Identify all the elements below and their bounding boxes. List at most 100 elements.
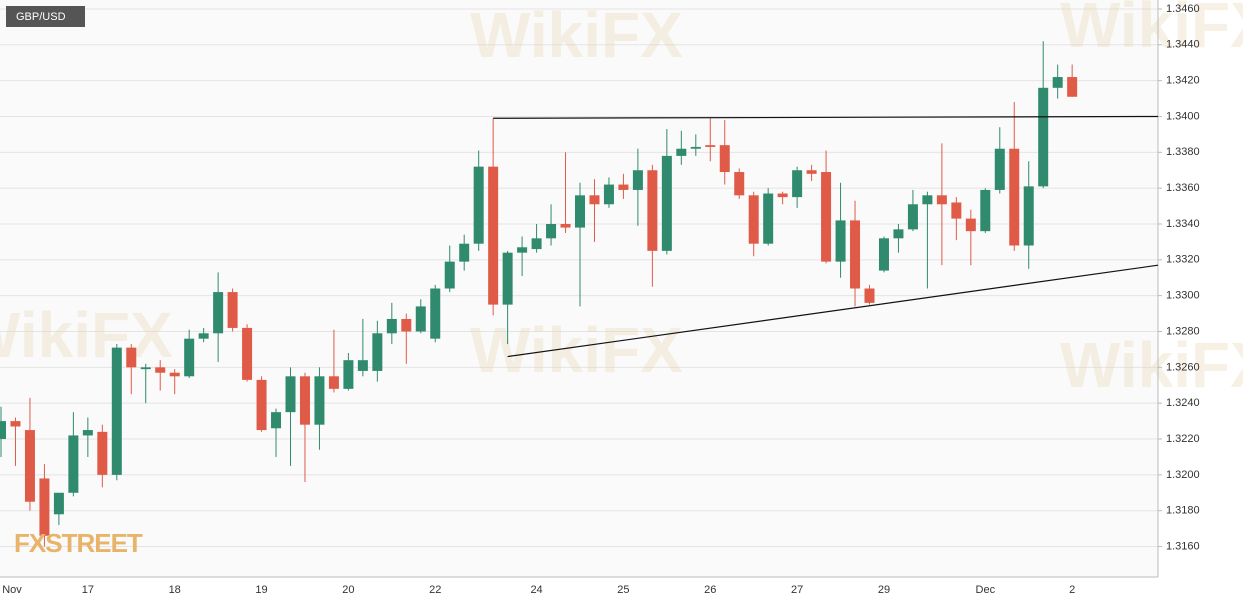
candle-body — [444, 261, 455, 289]
candle-body — [632, 170, 643, 190]
candle-body — [777, 193, 788, 198]
candle-body — [285, 376, 296, 413]
candle-body — [1067, 77, 1078, 97]
candle-body — [546, 223, 557, 239]
candle-body — [850, 220, 861, 289]
candle-body — [1023, 186, 1034, 246]
candle-body — [806, 170, 817, 174]
candle-body — [488, 166, 499, 305]
candle-body — [821, 172, 832, 262]
candle-body — [256, 379, 267, 431]
brand-logo: FXSTREET — [14, 528, 143, 558]
trendline — [507, 264, 1159, 358]
watermark: WikiFX — [0, 299, 173, 371]
candle-body — [1009, 148, 1020, 246]
x-tick-label: 17 — [82, 584, 94, 596]
y-tick-label: 1.3340 — [1166, 218, 1200, 230]
candle-body — [1052, 77, 1063, 88]
candle-body — [68, 435, 79, 493]
candle-body — [386, 318, 397, 334]
candle-body — [661, 155, 672, 251]
y-tick-label: 1.3400 — [1166, 110, 1200, 122]
x-tick-label: 25 — [617, 584, 629, 596]
candle-body — [473, 166, 484, 244]
x-tick-label: 26 — [704, 584, 716, 596]
candle-body — [589, 195, 600, 205]
candle-body — [140, 367, 151, 370]
x-tick-label: 24 — [530, 584, 542, 596]
y-tick-label: 1.3380 — [1166, 146, 1200, 158]
candle-body — [227, 292, 238, 328]
candle-body — [922, 195, 933, 205]
candle-body — [10, 421, 21, 427]
candle-body — [618, 184, 629, 190]
candle-body — [502, 252, 513, 305]
y-tick-label: 1.3260 — [1166, 361, 1200, 373]
y-tick-label: 1.3420 — [1166, 75, 1200, 87]
watermark: WikiFX — [1060, 0, 1243, 61]
candle-body — [690, 146, 701, 149]
candle-body — [213, 292, 224, 334]
watermark: WikiFX — [470, 0, 683, 71]
symbol-box — [6, 6, 85, 27]
candle-body — [603, 184, 614, 205]
candle-body — [415, 306, 426, 332]
candle-body — [878, 238, 889, 271]
candle-body — [647, 170, 658, 251]
candle-body — [242, 327, 253, 380]
candle-body — [531, 238, 542, 250]
candle-body — [893, 229, 904, 239]
y-tick-label: 1.3360 — [1166, 182, 1200, 194]
y-tick-label: 1.3300 — [1166, 290, 1200, 302]
y-tick-label: 1.3320 — [1166, 254, 1200, 266]
candle-body — [198, 333, 209, 339]
candle-body — [372, 333, 383, 371]
watermark: WikiFX — [470, 314, 683, 386]
x-tick-label: 22 — [429, 584, 441, 596]
candle-body — [951, 202, 962, 219]
candle-body — [980, 189, 991, 232]
candle-body — [271, 412, 282, 429]
candle-body — [560, 223, 571, 228]
x-tick-label: 20 — [342, 584, 354, 596]
candle-body — [792, 170, 803, 198]
y-tick-label: 1.3200 — [1166, 469, 1200, 481]
symbol-label: GBP/USD — [16, 11, 66, 23]
x-tick-label: Dec — [976, 584, 996, 596]
y-tick-label: 1.3160 — [1166, 540, 1200, 552]
candle-body — [39, 478, 50, 536]
candle-body — [965, 218, 976, 232]
candle-body — [676, 148, 687, 156]
candle-body — [169, 372, 180, 377]
y-tick-label: 1.3220 — [1166, 433, 1200, 445]
candle-body — [401, 318, 412, 332]
candle-body — [357, 360, 368, 371]
candle-body — [719, 145, 730, 173]
x-tick-label: Nov — [2, 584, 22, 596]
y-tick-label: 1.3280 — [1166, 325, 1200, 337]
candle-body — [343, 360, 354, 389]
candle-body — [126, 347, 137, 368]
candles — [0, 41, 1078, 547]
candle-body — [299, 376, 310, 425]
candle-body — [864, 288, 875, 303]
candle-body — [82, 430, 93, 436]
y-tick-label: 1.3240 — [1166, 397, 1200, 409]
candle-body — [328, 376, 339, 389]
candle-body — [1038, 87, 1049, 187]
candle-body — [705, 145, 716, 147]
candle-body — [314, 376, 325, 425]
x-tick-label: 2 — [1069, 584, 1075, 596]
candle-body — [53, 492, 64, 515]
watermark: WikiFX — [1060, 329, 1243, 401]
candle-body — [835, 220, 846, 262]
candle-body — [748, 195, 759, 244]
x-tick-label: 18 — [169, 584, 181, 596]
candle-body — [459, 243, 470, 262]
candle-body — [517, 247, 528, 253]
y-tick-label: 1.3460 — [1166, 3, 1200, 15]
trendline — [493, 115, 1159, 119]
candle-body — [907, 204, 918, 230]
candle-body — [111, 347, 122, 475]
